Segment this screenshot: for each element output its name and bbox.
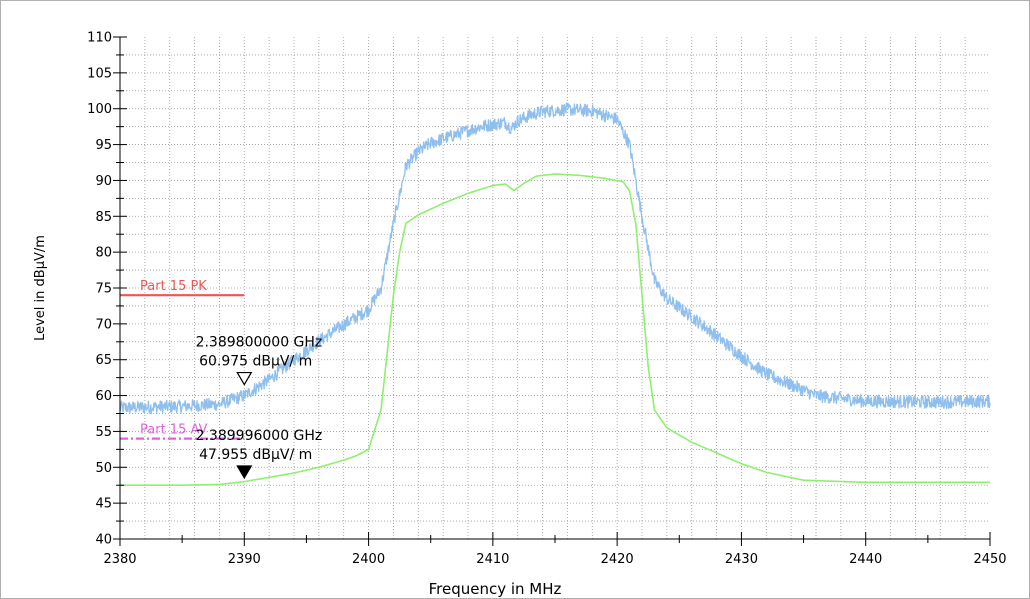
y-tick-label: 105 xyxy=(87,66,112,81)
marker-frequency: 2.389800000 GHz xyxy=(196,335,323,351)
x-tick-label: 2380 xyxy=(103,552,136,567)
marker-level: 60.975 dBµV/ m xyxy=(199,354,312,370)
y-tick-label: 110 xyxy=(87,31,112,46)
y-tick-label: 50 xyxy=(95,461,112,476)
y-tick-label: 70 xyxy=(95,317,112,332)
y-tick-label: 95 xyxy=(95,138,112,153)
series-line-1 xyxy=(119,102,991,415)
limit-line-label: Part 15 AV xyxy=(140,423,208,438)
y-tick-label: 80 xyxy=(95,246,112,261)
x-tick-label: 2410 xyxy=(476,552,509,567)
x-axis-title: Frequency in MHz xyxy=(429,580,562,598)
y-tick-label: 40 xyxy=(95,533,112,548)
y-tick-label: 100 xyxy=(87,102,112,117)
markers: 2.389800000 GHz 60.975 dBµV/ m 2.389996000… xyxy=(196,335,323,480)
series-layer xyxy=(119,102,991,487)
series-line-2 xyxy=(119,173,991,487)
y-tick-label: 85 xyxy=(95,210,112,225)
y-tick-label: 75 xyxy=(95,282,112,297)
x-tick-label: 2450 xyxy=(973,552,1006,567)
grid xyxy=(120,37,990,539)
marker-frequency: 2.389996000 GHz xyxy=(196,428,323,444)
marker-level: 47.955 dBµV/ m xyxy=(199,447,312,463)
limit-line-label: Part 15 PK xyxy=(140,279,207,294)
marker-triangle-filled xyxy=(236,465,253,480)
x-tick-label: 2420 xyxy=(601,552,634,567)
x-tick-label: 2400 xyxy=(352,552,385,567)
x-tick-label: 2430 xyxy=(725,552,758,567)
x-tick-label: 2390 xyxy=(228,552,261,567)
y-tick-label: 60 xyxy=(95,389,112,404)
y-tick-label: 55 xyxy=(95,425,112,440)
x-tick-label: 2440 xyxy=(849,552,882,567)
y-tick-label: 90 xyxy=(95,174,112,189)
limit-lines: Part 15 PK Part 15 AV xyxy=(120,279,245,440)
marker-triangle-open xyxy=(236,371,253,386)
y-axis-title: Level in dBµV/m xyxy=(33,235,48,341)
axes: 40 45 50 55 60 65 70 75 80 85 90 95 100 105 110 2380 239… xyxy=(87,31,1006,568)
y-tick-label: 45 xyxy=(95,497,112,512)
y-tick-label: 65 xyxy=(95,353,112,368)
